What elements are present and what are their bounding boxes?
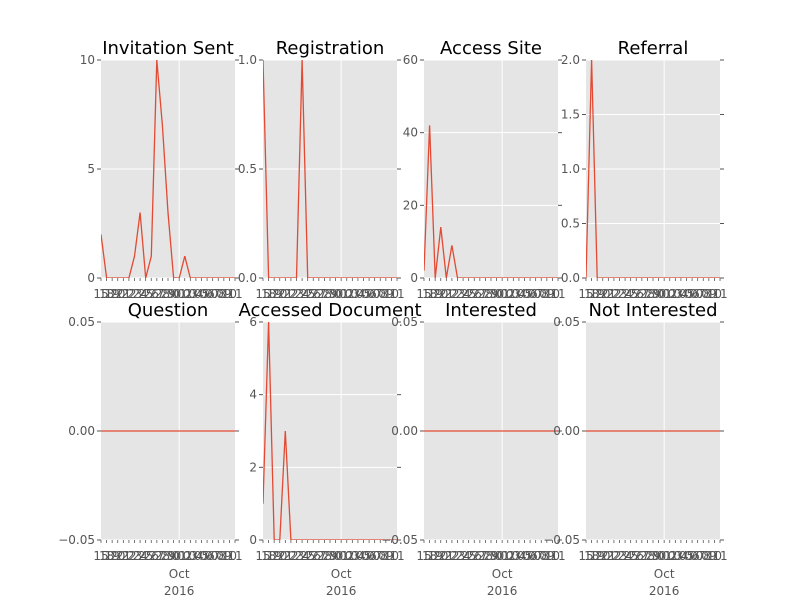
y-tick-label: 5 [87,162,95,176]
x-tick-label: 11 [227,549,242,563]
y-tick-label: 10 [80,53,95,67]
x-tick-label: 11 [712,287,727,301]
y-tick-label: 0.05 [553,315,580,329]
subplot-title: Not Interested [588,300,717,321]
y-tick-label: 2 [249,460,257,474]
y-tick-label: 0.00 [391,424,418,438]
subplot-6: 0246151819202122232425262728293001020304… [238,300,421,598]
x-year-label: 2016 [164,584,195,598]
x-year-label: 2016 [487,584,518,598]
subplot-5: −0.050.000.05151819202122232425262728293… [58,300,242,598]
y-tick-label: 0.5 [238,162,257,176]
subplot-3: 0204060151819202122232425262728293001020… [403,38,566,301]
y-tick-label: 0.05 [391,315,418,329]
x-tick-label: 11 [227,287,242,301]
plot-background [263,322,397,540]
subplot-title: Question [128,300,209,321]
subplot-4: 0.00.51.01.52.01518192021222324252627282… [561,38,728,301]
subplot-8: −0.050.000.05151819202122232425262728293… [543,300,727,598]
plot-background [424,60,558,278]
x-major-label: Oct [331,567,352,581]
subplot-1: 0510151819202122232425262728293001020304… [80,38,243,301]
y-tick-label: 60 [403,53,418,67]
y-tick-label: −0.05 [58,533,95,547]
subplot-2: 0.00.51.01518192021222324252627282930010… [238,38,405,301]
y-tick-label: 0.0 [561,271,580,285]
y-tick-label: 0.0 [238,271,257,285]
x-tick-label: 11 [712,549,727,563]
y-tick-label: 1.0 [238,53,257,67]
y-tick-label: 0.00 [553,424,580,438]
y-tick-label: 40 [403,126,418,140]
x-major-label: Oct [654,567,675,581]
y-tick-label: −0.05 [543,533,580,547]
subplot-title: Registration [276,38,385,59]
y-tick-label: 0 [410,271,418,285]
y-tick-label: −0.05 [381,533,418,547]
x-tick-label: 11 [550,549,565,563]
x-tick-label: 11 [389,549,404,563]
y-tick-label: 0.05 [68,315,95,329]
subplot-7: −0.050.000.05151819202122232425262728293… [381,300,565,598]
y-tick-label: 0.00 [68,424,95,438]
y-tick-label: 0.5 [561,217,580,231]
y-tick-label: 4 [249,388,257,402]
x-year-label: 2016 [649,584,680,598]
y-tick-label: 1.5 [561,108,580,122]
x-major-label: Oct [492,567,513,581]
x-year-label: 2016 [326,584,357,598]
y-tick-label: 0 [87,271,95,285]
y-tick-label: 20 [403,198,418,212]
x-tick-label: 11 [389,287,404,301]
subplot-title: Referral [618,38,689,59]
y-tick-label: 2.0 [561,53,580,67]
y-tick-label: 1.0 [561,162,580,176]
x-tick-label: 11 [550,287,565,301]
subplot-title: Invitation Sent [102,38,234,59]
y-tick-label: 0 [249,533,257,547]
subplot-title: Interested [445,300,537,321]
subplot-title: Access Site [440,38,542,59]
x-major-label: Oct [169,567,190,581]
